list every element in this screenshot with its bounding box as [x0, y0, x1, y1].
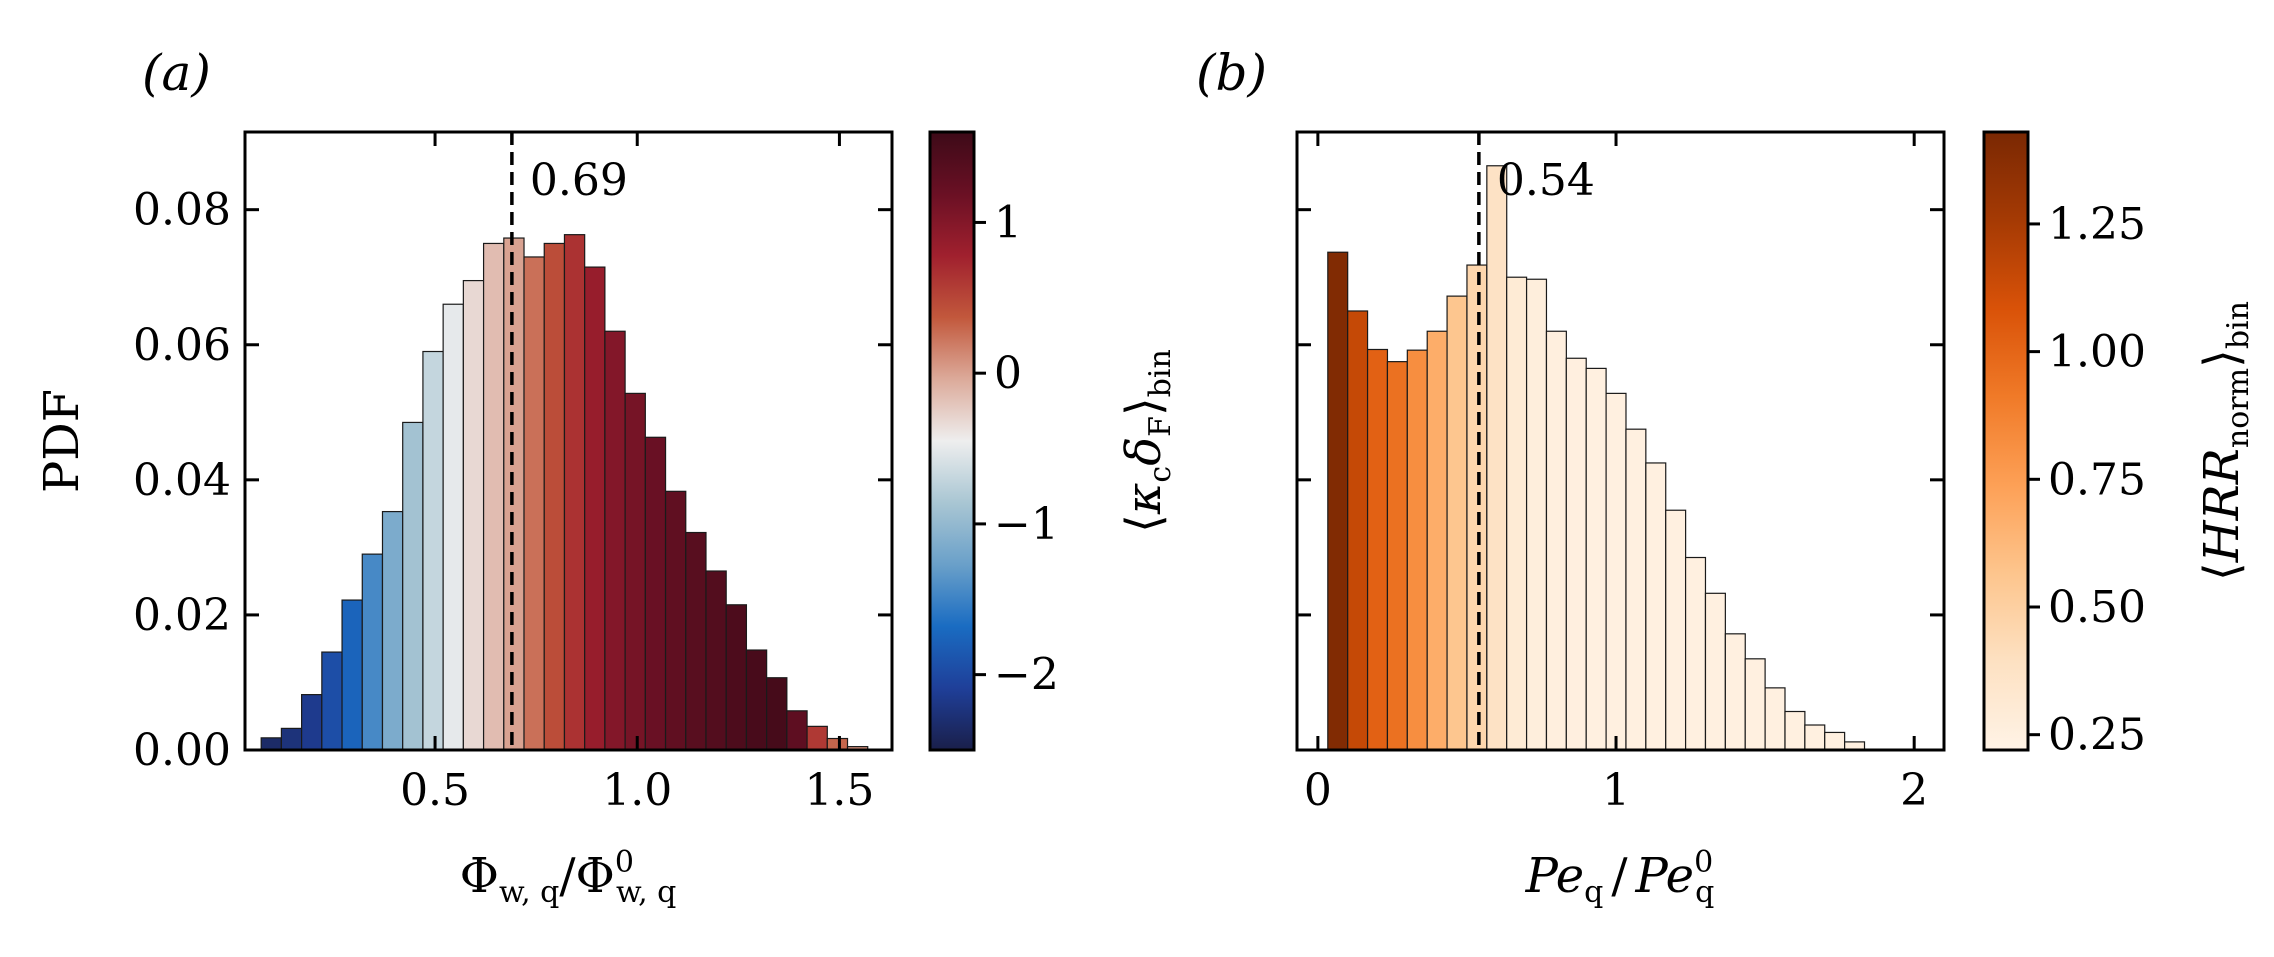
histogram-bar	[1784, 710, 1806, 751]
panel-a-colorbar	[928, 130, 976, 752]
panel-a-ylabel: PDF	[34, 389, 90, 493]
panel-b-axes-frame	[1295, 130, 1946, 752]
panel-b-x-ticks: 0 1 2	[1304, 132, 1928, 816]
histogram-bar	[563, 234, 586, 751]
histogram-bar	[1486, 165, 1508, 751]
histogram-bar	[826, 737, 849, 751]
panel-b-colorbar-label: ⟨HRRnorm⟩bin	[2194, 301, 2256, 581]
histogram-bar	[745, 649, 768, 751]
panel-b-label: (b)	[1196, 44, 1267, 102]
panel-b-y-ticks	[1297, 208, 1944, 752]
histogram-bar	[1426, 330, 1448, 751]
histogram-bar	[1406, 349, 1428, 751]
y-tick-label: 0.06	[133, 320, 231, 371]
colorbar-tick-label: 0.25	[2048, 710, 2146, 761]
histogram-bar	[503, 237, 525, 751]
colorbar-tick-label: 0.75	[2048, 454, 2146, 505]
colorbar-tick-label: 1.25	[2048, 199, 2146, 250]
y-tick-label: 0.04	[133, 455, 231, 506]
histogram-bar	[1585, 367, 1607, 751]
panel-b-colorbar-ticks: 0.25 0.50 0.75 1.00 1.25	[2028, 199, 2146, 761]
histogram-bar	[1545, 330, 1567, 751]
panel-b-bars	[1327, 165, 1866, 751]
histogram-bar	[402, 421, 424, 751]
histogram-bar	[1744, 658, 1766, 751]
histogram-bar	[1565, 357, 1587, 751]
colorbar-tick-label: 0	[994, 348, 1022, 399]
histogram-bar	[1645, 462, 1667, 751]
colorbar-tick-label: 0.50	[2048, 582, 2146, 633]
histogram-bar	[1347, 310, 1369, 751]
y-tick-label: 0.00	[133, 725, 231, 776]
panel-a-xlabel: Φw, q/Φ0 w, q	[460, 845, 677, 910]
histogram-bar	[1764, 687, 1786, 751]
histogram-bar	[1446, 295, 1468, 751]
histogram-bar	[1386, 361, 1408, 751]
histogram-bar	[584, 266, 606, 751]
histogram-bar	[341, 599, 363, 751]
histogram-bar	[1824, 731, 1846, 751]
histogram-bar	[1466, 264, 1488, 751]
histogram-bar	[624, 392, 646, 751]
histogram-bar	[1684, 556, 1707, 751]
histogram-bar	[1724, 633, 1746, 751]
histogram-bar	[604, 330, 626, 751]
histogram-bar	[523, 256, 545, 751]
x-tick-label: 0.5	[400, 765, 470, 816]
y-tick-label: 0.08	[133, 185, 231, 236]
colorbar-tick-label: 1.00	[2048, 327, 2146, 378]
histogram-bar	[442, 303, 464, 751]
histogram-bar	[644, 436, 667, 751]
histogram-bar	[462, 279, 485, 751]
colorbar-tick-label: 1	[994, 197, 1022, 248]
histogram-bar	[543, 242, 566, 751]
histogram-bar	[361, 553, 384, 751]
histogram-bar	[1327, 251, 1349, 751]
panel-a: (a) 0.69 0.5 1.0 1.5 0.000.020.040.060.08 …	[34, 44, 1178, 910]
histogram-bar	[381, 510, 404, 751]
x-tick-label: 1	[1602, 765, 1630, 816]
colorbar-tick-label: −2	[994, 650, 1059, 701]
histogram-bar	[1506, 276, 1528, 751]
histogram-bar	[1366, 348, 1389, 751]
x-tick-label: 1.5	[804, 765, 874, 816]
histogram-bar	[1804, 724, 1826, 751]
histogram-bar	[685, 531, 707, 751]
histogram-bar	[482, 242, 505, 751]
panel-b-colorbar	[1982, 130, 2030, 752]
panel-a-median-label: 0.69	[530, 155, 628, 206]
panel-a-colorbar-label: ⟨κcδF⟩bin	[1116, 349, 1178, 533]
histogram-bar	[321, 651, 343, 751]
x-tick-label: 0	[1304, 765, 1332, 816]
histogram-bar	[664, 490, 687, 751]
panel-b: (b) 0.54 0 1 2 Peq / Pe0 q 0.25 0.50 0.75 1.00 1.…	[1196, 44, 2256, 910]
x-tick-label: 1.0	[602, 765, 672, 816]
histogram-bar	[280, 727, 303, 751]
histogram-bar	[301, 694, 323, 751]
panel-b-median-label: 0.54	[1497, 155, 1595, 206]
histogram-bar	[1625, 428, 1647, 751]
panel-a-label: (a)	[142, 44, 211, 102]
panel-b-xlabel: Peq / Pe0 q	[1525, 845, 1715, 910]
histogram-bar	[1704, 592, 1726, 751]
histogram-bar	[806, 725, 828, 751]
panel-a-axes-frame	[243, 130, 894, 752]
histogram-bar	[766, 677, 788, 751]
panel-a-y-ticks: 0.00 0.02 0.04 0.06 0.08	[133, 185, 892, 776]
histogram-bar	[1665, 509, 1687, 751]
x-tick-label: 2	[1900, 765, 1928, 816]
histogram-bar	[725, 604, 748, 751]
y-tick-label: 0.02	[133, 590, 231, 641]
histogram-bar	[260, 737, 282, 751]
histogram-bar	[422, 350, 444, 751]
panel-a-colorbar-ticks: −2 −1 0 1	[974, 197, 1059, 701]
histogram-bar	[786, 710, 808, 751]
panel-a-x-ticks: 0.5 1.0 1.5	[400, 132, 874, 816]
histogram-bar	[1605, 392, 1627, 751]
histogram-bar	[705, 570, 727, 751]
histogram-bar	[1525, 278, 1548, 751]
panel-a-bars	[260, 234, 869, 751]
colorbar-tick-label: −1	[994, 499, 1059, 550]
